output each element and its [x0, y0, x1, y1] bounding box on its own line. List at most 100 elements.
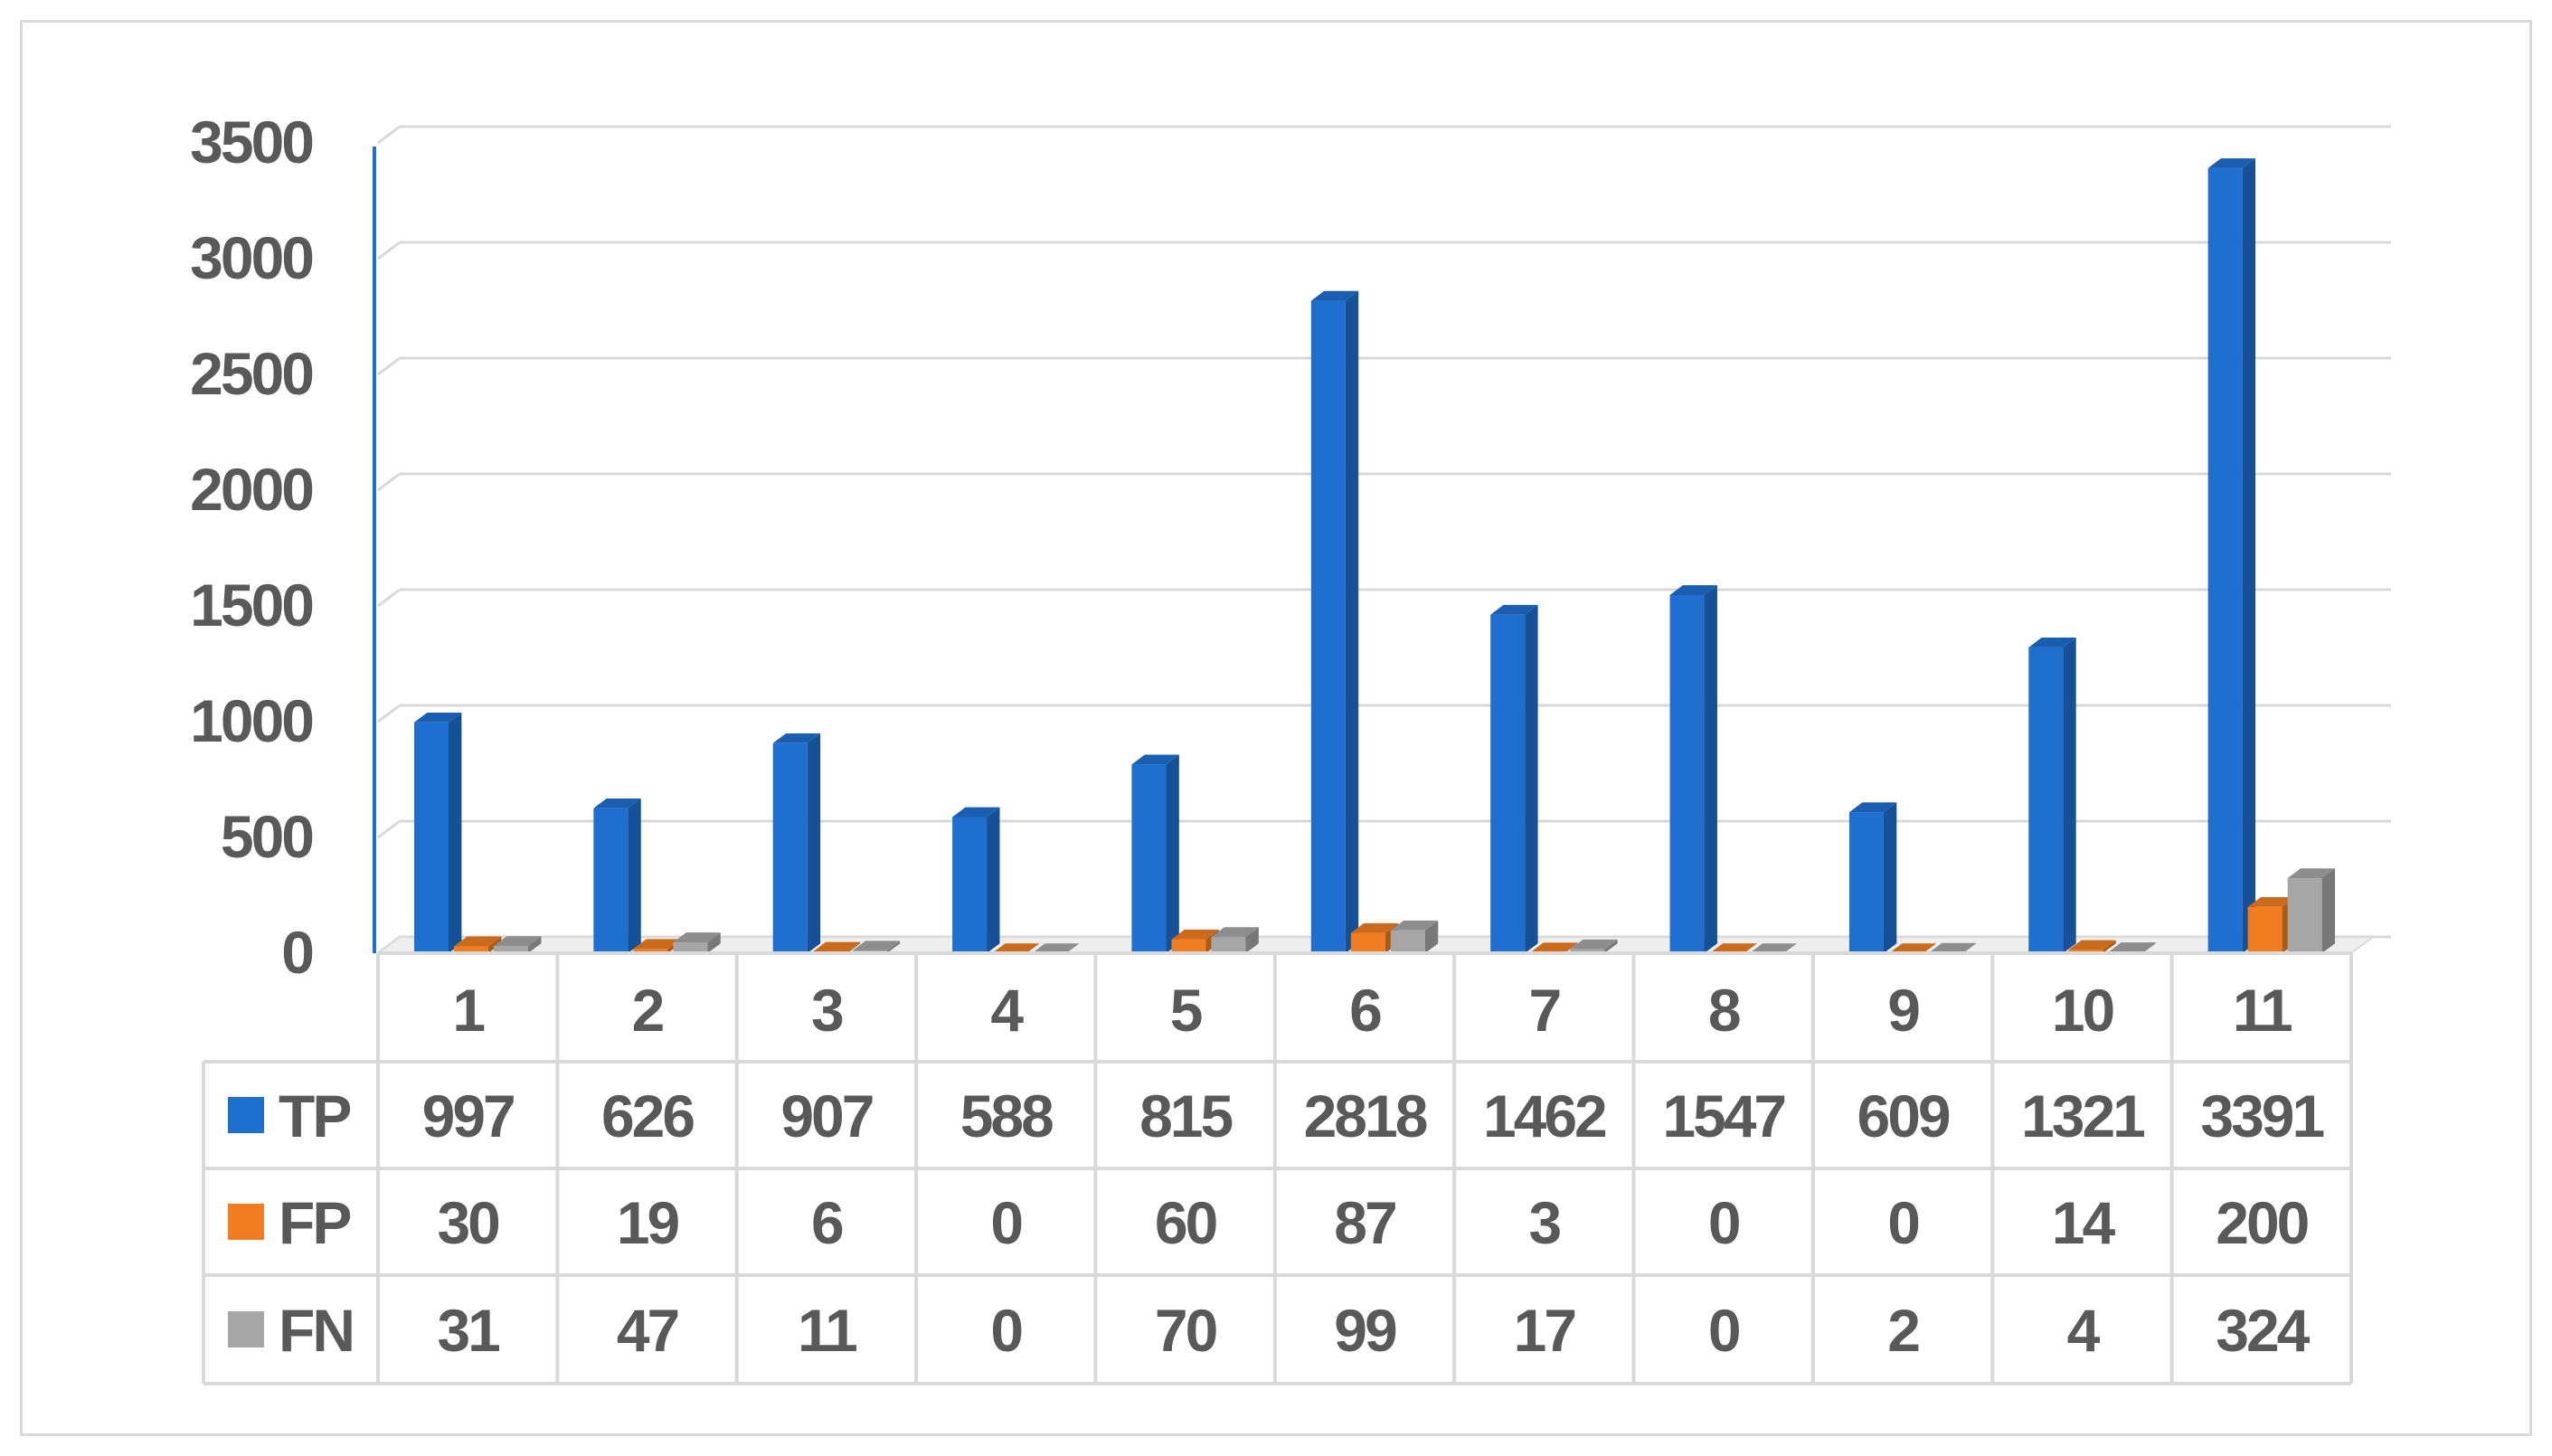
bar-top	[1131, 754, 1179, 765]
bar-tp	[1310, 290, 1359, 953]
bar-side	[1424, 920, 1439, 953]
bar-front	[2028, 647, 2064, 953]
bar-side	[488, 936, 502, 953]
legend-label: FN	[279, 1297, 353, 1364]
bar-side	[987, 807, 1000, 953]
data-label: 1462	[1483, 1083, 1606, 1149]
bar-top	[1171, 929, 1219, 940]
x-tick-label: 5	[1170, 977, 1202, 1044]
data-label: 0	[990, 1297, 1021, 1364]
bar-top	[852, 941, 901, 951]
bar-side	[1564, 942, 1578, 953]
gridlines	[373, 125, 2391, 955]
bar-top	[1490, 604, 1538, 615]
data-label: 2818	[1304, 1083, 1427, 1149]
gridline-side	[377, 472, 401, 492]
bar-top	[812, 941, 861, 952]
data-label: 2	[1887, 1297, 1919, 1364]
bar-top	[1032, 943, 1080, 953]
bar-side	[528, 936, 542, 953]
gridline-side	[377, 819, 401, 839]
bar-top	[1390, 920, 1439, 931]
data-label: 0	[1708, 1189, 1739, 1256]
bar-top	[1928, 942, 1977, 953]
bar-tp	[1131, 754, 1179, 953]
y-tick-label: 0	[281, 919, 312, 986]
bar-front	[2207, 167, 2243, 954]
x-tick-label: 1	[452, 977, 484, 1044]
bar-front	[1171, 939, 1206, 953]
bar-top	[1888, 943, 1937, 953]
bar-front	[414, 722, 449, 953]
bar-front	[673, 941, 708, 953]
legend-key-fp	[228, 1204, 264, 1240]
bar-fp	[1350, 922, 1399, 953]
bar-front	[1310, 300, 1346, 953]
gridline-side	[377, 125, 401, 145]
bar-front	[1390, 930, 1425, 953]
bar-top	[1709, 943, 1757, 953]
bar-front	[1669, 594, 1705, 953]
bars	[414, 158, 2336, 955]
bar-top	[2207, 158, 2256, 168]
bar-front	[1848, 812, 1884, 953]
x-tick-label: 11	[2233, 977, 2292, 1044]
bar-top	[2247, 897, 2296, 907]
y-tick-label: 3500	[190, 109, 312, 175]
bar-front	[1131, 764, 1167, 953]
bar-side	[1166, 754, 1179, 953]
bar-side	[807, 733, 821, 953]
y-tick-label: 3000	[190, 224, 312, 291]
x-tick-label: 2	[632, 977, 664, 1044]
data-label: 31	[437, 1297, 499, 1364]
x-tick-label: 3	[811, 977, 843, 1044]
bar-side	[707, 932, 721, 953]
x-tick-label: 4	[990, 977, 1024, 1044]
bar-fn	[494, 936, 542, 953]
bar-top	[1211, 927, 1259, 938]
data-label: 324	[2216, 1297, 2310, 1364]
bar-fn	[673, 932, 721, 953]
bar-tp	[2207, 158, 2256, 954]
data-label: 3	[1529, 1189, 1561, 1256]
bar-tp	[772, 733, 821, 953]
bar-top	[673, 932, 721, 942]
data-label: 60	[1155, 1189, 1216, 1256]
bar-tp	[952, 807, 1000, 953]
bar-fn	[2287, 868, 2336, 953]
data-label: 907	[780, 1083, 872, 1149]
bar-side	[2063, 638, 2076, 953]
bar-tp	[2028, 638, 2076, 953]
data-label: 0	[1708, 1297, 1739, 1364]
data-label: 1547	[1662, 1083, 1784, 1149]
bar-top	[2028, 638, 2076, 648]
x-tick-label: 8	[1708, 977, 1740, 1044]
gridline-side	[377, 356, 401, 376]
data-label: 6	[811, 1189, 843, 1256]
bar-top	[1848, 802, 1897, 813]
bar-side	[2242, 158, 2256, 953]
y-tick-label: 1500	[190, 572, 312, 638]
bar-top	[633, 939, 681, 950]
bar-top	[1530, 942, 1578, 953]
bar-front	[494, 946, 528, 953]
bar-front	[1490, 614, 1526, 953]
bar-top	[1669, 585, 1717, 595]
bar-top	[1749, 943, 1797, 953]
data-label: 14	[2052, 1189, 2116, 1256]
gridline-side	[377, 241, 401, 260]
bar-top	[1570, 939, 1618, 950]
data-label: 70	[1155, 1297, 1216, 1364]
bar-side	[1604, 939, 1618, 953]
bar-front	[1350, 932, 1385, 953]
bar-tp	[414, 712, 462, 953]
bar-top	[593, 798, 641, 808]
bar-front	[2247, 906, 2283, 953]
bar-top	[414, 712, 462, 723]
bar-top	[992, 943, 1040, 953]
bar-top	[772, 733, 821, 743]
bar-side	[1245, 927, 1259, 953]
bar-front	[593, 808, 629, 953]
